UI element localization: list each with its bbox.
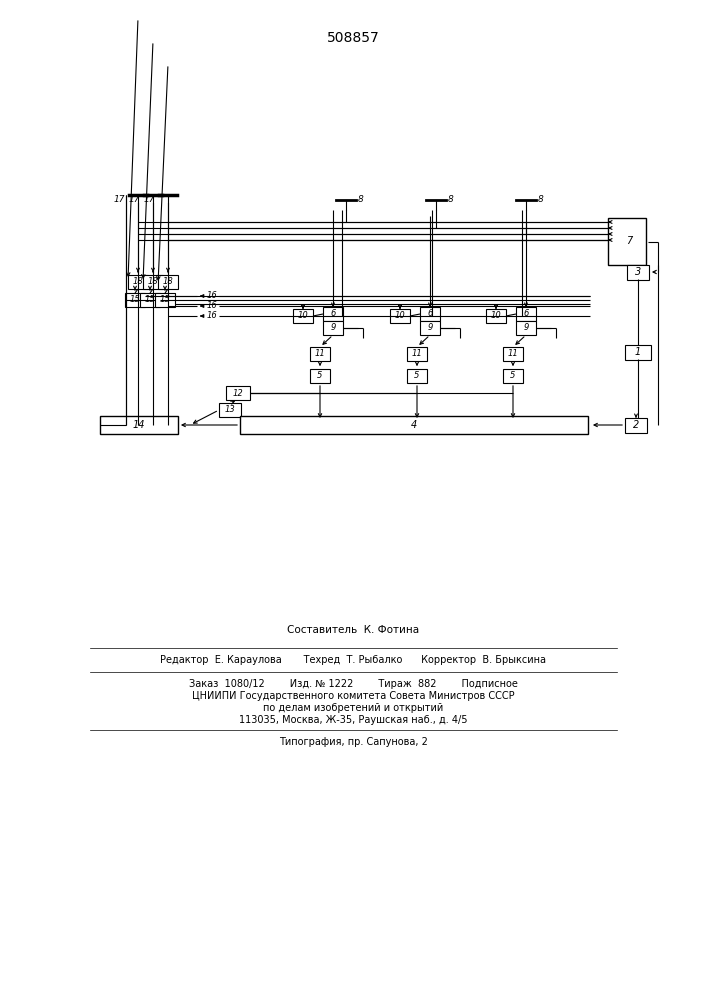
Text: 1: 1	[635, 347, 641, 357]
Text: 9: 9	[523, 324, 529, 332]
Bar	[625, 418, 647, 432]
Text: 18: 18	[133, 277, 144, 286]
Text: 10: 10	[298, 312, 308, 320]
Text: 17: 17	[144, 194, 155, 204]
Text: 18: 18	[148, 277, 158, 286]
Text: ЦНИИПИ Государственного комитета Совета Министров СССР: ЦНИИПИ Государственного комитета Совета …	[192, 691, 514, 701]
Text: 508857: 508857	[327, 31, 380, 45]
Text: 5: 5	[317, 371, 322, 380]
Bar	[503, 369, 523, 383]
Text: 6: 6	[330, 310, 336, 318]
Bar	[158, 275, 178, 289]
Bar	[100, 416, 178, 434]
Bar	[420, 321, 440, 335]
Text: 18: 18	[163, 277, 173, 286]
Text: 113035, Москва, Ж-35, Раушская наб., д. 4/5: 113035, Москва, Ж-35, Раушская наб., д. …	[239, 715, 467, 725]
Bar	[503, 347, 523, 361]
Bar	[608, 218, 646, 265]
Text: 11: 11	[411, 350, 422, 359]
Bar	[625, 344, 651, 360]
Bar	[128, 275, 148, 289]
Text: 2: 2	[633, 420, 639, 430]
Bar	[226, 386, 250, 400]
Text: 6: 6	[523, 310, 529, 318]
Text: 7: 7	[626, 236, 632, 246]
Bar	[407, 369, 427, 383]
Bar	[323, 321, 343, 335]
Text: 4: 4	[411, 420, 417, 430]
Bar	[486, 309, 506, 323]
Bar	[240, 416, 588, 434]
Bar	[143, 275, 163, 289]
Text: 15: 15	[145, 296, 156, 304]
Text: Редактор  Е. Караулова       Техред  Т. Рыбалко      Корректор  В. Брыксина: Редактор Е. Караулова Техред Т. Рыбалко …	[160, 655, 546, 665]
Text: 10: 10	[395, 312, 405, 320]
Text: 15: 15	[160, 296, 170, 304]
Text: 15: 15	[129, 296, 141, 304]
Bar	[627, 264, 649, 279]
Text: 12: 12	[233, 388, 243, 397]
Bar	[390, 309, 410, 323]
Text: 14: 14	[133, 420, 145, 430]
Text: 8: 8	[448, 194, 454, 204]
Text: 16: 16	[207, 302, 218, 310]
Text: 5: 5	[510, 371, 515, 380]
Bar	[516, 307, 536, 321]
Bar	[407, 347, 427, 361]
Bar	[155, 293, 175, 307]
Text: 13: 13	[225, 406, 235, 414]
Bar	[140, 293, 160, 307]
Text: 8: 8	[358, 194, 363, 204]
Bar	[125, 293, 145, 307]
Text: 5: 5	[414, 371, 420, 380]
Bar	[219, 403, 241, 417]
Bar	[310, 369, 330, 383]
Text: 17: 17	[114, 194, 125, 204]
Text: 9: 9	[330, 324, 336, 332]
Text: 16: 16	[207, 312, 218, 320]
Text: Заказ  1080/12        Изд. № 1222        Тираж  882        Подписное: Заказ 1080/12 Изд. № 1222 Тираж 882 Подп…	[189, 679, 518, 689]
Text: 11: 11	[315, 350, 325, 359]
Text: 6: 6	[427, 310, 433, 318]
Text: 17: 17	[129, 194, 140, 204]
Bar	[293, 309, 313, 323]
Text: Составитель  К. Фотина: Составитель К. Фотина	[287, 625, 419, 635]
Text: 11: 11	[508, 350, 518, 359]
Bar	[516, 321, 536, 335]
Text: 10: 10	[491, 312, 501, 320]
Bar	[420, 307, 440, 321]
Bar	[323, 307, 343, 321]
Text: 3: 3	[635, 267, 641, 277]
Text: 16: 16	[207, 292, 218, 300]
Text: 9: 9	[427, 324, 433, 332]
Bar	[310, 347, 330, 361]
Text: Типография, пр. Сапунова, 2: Типография, пр. Сапунова, 2	[279, 737, 428, 747]
Text: 8: 8	[538, 194, 544, 204]
Text: по делам изобретений и открытий: по делам изобретений и открытий	[263, 703, 443, 713]
